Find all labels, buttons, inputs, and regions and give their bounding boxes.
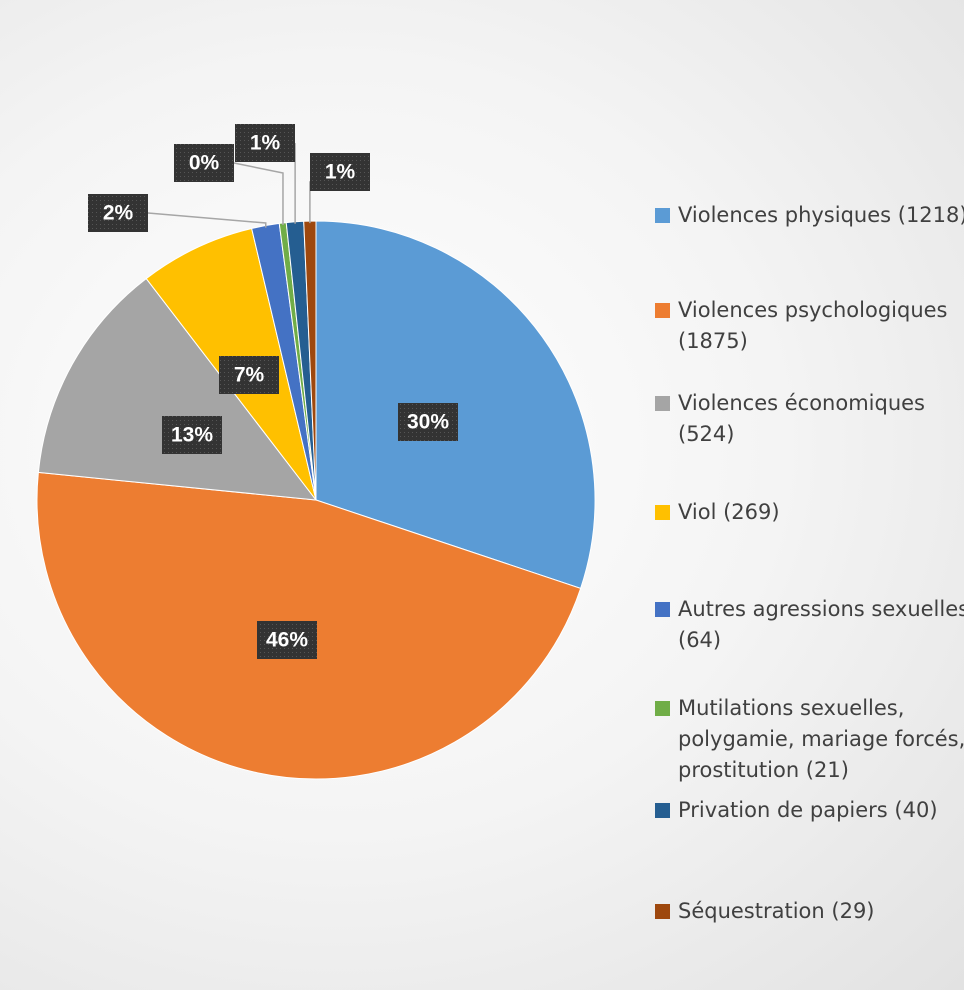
legend-item: Mutilations sexuelles, polygamie, mariag… (655, 693, 964, 786)
legend-label: Mutilations sexuelles, polygamie, mariag… (678, 696, 964, 782)
data-label: 13% (171, 424, 213, 447)
label-box (88, 194, 148, 232)
leader-line (233, 162, 284, 225)
legend-swatch (655, 303, 670, 318)
data-label: 1% (325, 161, 356, 184)
legend-item: Séquestration (29) (655, 896, 964, 927)
label-box (174, 144, 234, 182)
legend-label: Violences physiques (1218) (678, 203, 964, 227)
pie-slice (37, 277, 318, 501)
legend-label: Autres agressions sexuelles (64) (678, 597, 964, 652)
legend-swatch (655, 904, 670, 919)
label-box (235, 124, 295, 162)
legend-label: Viol (269) (678, 500, 780, 524)
legend-item: Violences économiques (524) (655, 388, 964, 450)
legend-label: Séquestration (29) (678, 899, 875, 923)
legend-swatch (655, 602, 670, 617)
label-box (310, 153, 370, 191)
legend-label: Privation de papiers (40) (678, 798, 938, 822)
legend-item: Privation de papiers (40) (655, 795, 964, 826)
data-label: 1% (250, 132, 281, 155)
label-box (398, 403, 458, 441)
legend-swatch (655, 396, 670, 411)
legend-label: Violences économiques (524) (678, 391, 925, 446)
legend-label: Violences psychologiques (1875) (678, 298, 948, 353)
data-label: 7% (234, 364, 265, 387)
data-label: 2% (103, 202, 134, 225)
legend-item: Viol (269) (655, 497, 964, 528)
label-box (162, 416, 222, 454)
legend-swatch (655, 701, 670, 716)
data-label: 46% (266, 629, 308, 652)
legend-item: Violences psychologiques (1875) (655, 295, 964, 357)
legend-item: Violences physiques (1218) (655, 200, 964, 231)
legend-swatch (655, 208, 670, 223)
leader-line (147, 212, 267, 228)
data-label: 0% (189, 152, 220, 175)
legend-swatch (655, 505, 670, 520)
label-box (219, 356, 279, 394)
legend-item: Autres agressions sexuelles (64) (655, 594, 964, 656)
legend-swatch (655, 803, 670, 818)
label-box (257, 621, 317, 659)
data-label: 30% (407, 411, 449, 434)
